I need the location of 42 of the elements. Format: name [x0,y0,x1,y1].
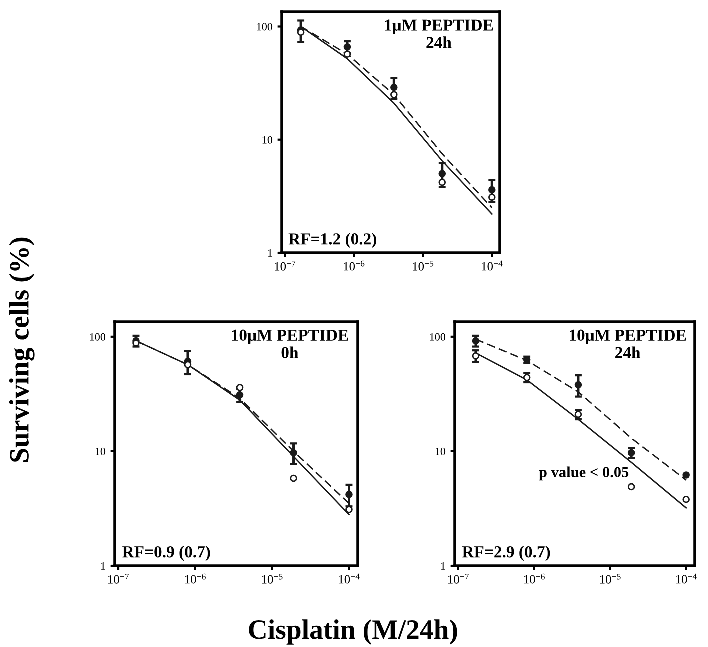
y-axis-title: Surviving cells (%) [9,238,35,462]
y-tick-label: 100 [430,333,446,341]
point [290,474,298,482]
point [236,392,244,399]
x-tick-label: 10$^{−5}$ [600,574,621,584]
y-tick-label: 1 [101,562,106,570]
point [344,44,352,51]
x-tick-label: 10$^{−4}$ [676,574,697,584]
point [523,374,531,382]
x-tick-label: 10$^{−7}$ [448,574,470,584]
point [390,84,398,92]
x-tick-label: 10$^{−6}$ [524,574,545,584]
x-tick-label: 10$^{−4}$ [482,260,503,271]
x-tick-label: 10$^{−6}$ [344,260,365,271]
annotation: RF=1.2 (0.2) [288,233,376,248]
x-tick-label: 10$^{−5}$ [413,260,434,271]
x-tick-label: 10$^{−6}$ [185,574,206,584]
annotation: RF=0.9 (0.7) [122,546,210,562]
x-tick-label: 10$^{−5}$ [262,574,283,584]
x-axis-title: Cisplatin (M/24h) [249,620,458,645]
y-tick-label: 1 [268,250,272,257]
x-tick-label: 10$^{−7}$ [108,574,130,584]
annotation: RF=2.9 (0.7) [462,546,550,562]
point [628,483,636,491]
y-tick-label: 100 [90,333,106,341]
annotation: p value < 0.05 [539,466,629,481]
x-tick-label: 10$^{−7}$ [275,260,296,271]
text: 10μM PEPTIDE 0h [232,330,348,358]
point [438,170,446,178]
point [574,381,582,389]
x-tick-label: 10$^{−4}$ [339,574,360,584]
point [628,449,636,457]
point [574,410,582,418]
y-tick-label: 10 [262,136,273,144]
point [472,352,480,360]
y-tick-label: 10 [436,448,446,456]
y-tick-label: 10 [96,448,106,456]
text: 10μM PEPTIDE 24h [570,330,686,358]
y-tick-label: 100 [257,23,273,31]
point [290,449,298,457]
y-tick-label: 1 [441,562,446,570]
text: 1μM PEPTIDE 24h [385,20,494,48]
